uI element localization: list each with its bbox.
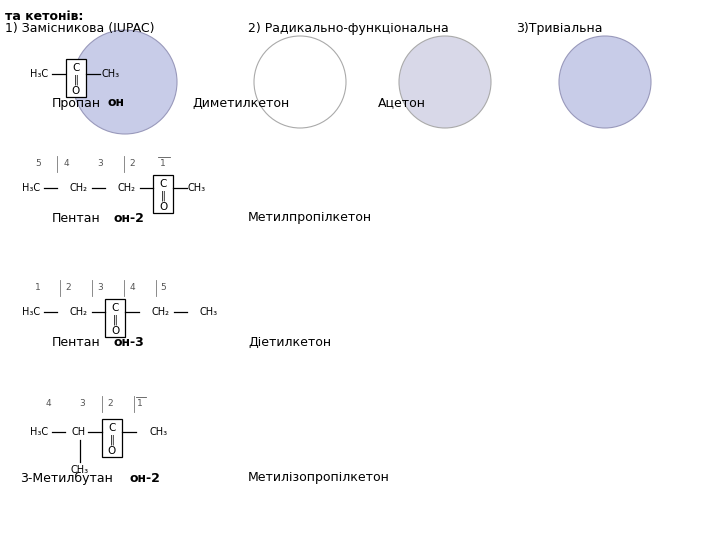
Text: ‖: ‖	[73, 75, 78, 85]
Text: 1: 1	[35, 284, 41, 293]
Text: 2: 2	[66, 284, 71, 293]
Text: CH₃: CH₃	[188, 183, 206, 193]
Text: C: C	[112, 303, 119, 313]
Circle shape	[559, 36, 651, 128]
Text: CH₃: CH₃	[149, 427, 167, 437]
Text: 3: 3	[97, 159, 103, 168]
Text: C: C	[72, 63, 80, 73]
Text: 1: 1	[160, 159, 166, 168]
Text: ‖: ‖	[112, 315, 117, 325]
Text: CH₂: CH₂	[70, 183, 88, 193]
Text: CH₂: CH₂	[118, 183, 136, 193]
Text: 4: 4	[63, 159, 69, 168]
Text: он-3: он-3	[114, 335, 145, 348]
Text: 2: 2	[107, 400, 113, 408]
Text: Діетилкетон: Діетилкетон	[248, 335, 331, 348]
Text: CH: CH	[72, 427, 86, 437]
Text: 5: 5	[160, 284, 166, 293]
Circle shape	[73, 30, 177, 134]
Text: H₃C: H₃C	[30, 69, 48, 79]
Bar	[102, 419, 122, 457]
Circle shape	[399, 36, 491, 128]
Text: ‖: ‖	[161, 191, 166, 201]
Text: O: O	[108, 446, 116, 456]
Text: 5: 5	[35, 159, 41, 168]
Text: 3: 3	[79, 400, 85, 408]
Bar	[66, 59, 86, 97]
Text: CH₃: CH₃	[71, 465, 89, 475]
Text: O: O	[111, 326, 119, 336]
Text: 2: 2	[129, 159, 135, 168]
Text: CH₃: CH₃	[200, 307, 218, 317]
Text: 4: 4	[45, 400, 51, 408]
Text: O: O	[72, 86, 80, 96]
Text: 2) Радикально-функціональна: 2) Радикально-функціональна	[248, 22, 449, 35]
Text: CH₃: CH₃	[101, 69, 119, 79]
Text: 3: 3	[97, 284, 103, 293]
Text: Метилпропілкетон: Метилпропілкетон	[248, 212, 372, 225]
Text: Пентан: Пентан	[52, 212, 101, 225]
Text: Метилізопропілкетон: Метилізопропілкетон	[248, 471, 390, 484]
Text: H₃C: H₃C	[22, 307, 40, 317]
Text: ‖: ‖	[109, 435, 114, 446]
Bar	[105, 299, 125, 337]
Text: 3)Тривіальна: 3)Тривіальна	[516, 22, 603, 35]
Text: та кетонів:: та кетонів:	[5, 10, 84, 23]
Text: Пропан: Пропан	[52, 97, 101, 110]
Text: H₃C: H₃C	[22, 183, 40, 193]
Text: он-2: он-2	[114, 212, 145, 225]
Text: CH₂: CH₂	[152, 307, 170, 317]
Circle shape	[254, 36, 346, 128]
Text: он-2: он-2	[130, 471, 161, 484]
Text: 4: 4	[129, 284, 135, 293]
Text: CH₂: CH₂	[70, 307, 88, 317]
Text: H₃C: H₃C	[30, 427, 48, 437]
Text: 1) Замісникова (IUPAC): 1) Замісникова (IUPAC)	[5, 22, 155, 35]
Text: Диметилкетон: Диметилкетон	[192, 97, 289, 110]
Text: C: C	[108, 423, 116, 433]
Text: C: C	[159, 179, 167, 189]
Bar	[153, 175, 173, 213]
Text: 3-Метилбутан: 3-Метилбутан	[20, 471, 113, 484]
Text: Пентан: Пентан	[52, 335, 101, 348]
Text: O: O	[159, 202, 167, 212]
Text: он: он	[107, 97, 124, 110]
Text: 1: 1	[137, 400, 143, 408]
Text: Ацетон: Ацетон	[378, 97, 426, 110]
